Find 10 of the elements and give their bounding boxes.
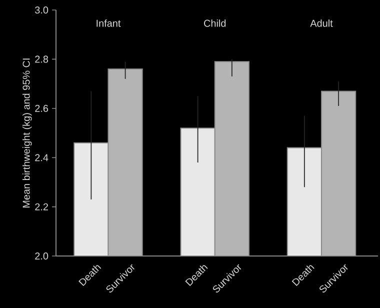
x-tick-label: Adult [310, 20, 333, 27]
y-axis-title: Mean birthweight (kg) and 95% CI [22, 58, 32, 208]
x-tick-label: Child [204, 20, 226, 27]
y-tick-label: 3.0 [35, 6, 48, 14]
x-tick-label: Infant [96, 20, 121, 27]
y-tick-label: 2.6 [35, 104, 48, 112]
y-tick-label: 2.0 [35, 252, 48, 260]
y-tick-label: 2.8 [35, 56, 48, 63]
y-tick-label: 2.4 [35, 154, 48, 162]
y-tick-label: 2.2 [35, 203, 48, 210]
